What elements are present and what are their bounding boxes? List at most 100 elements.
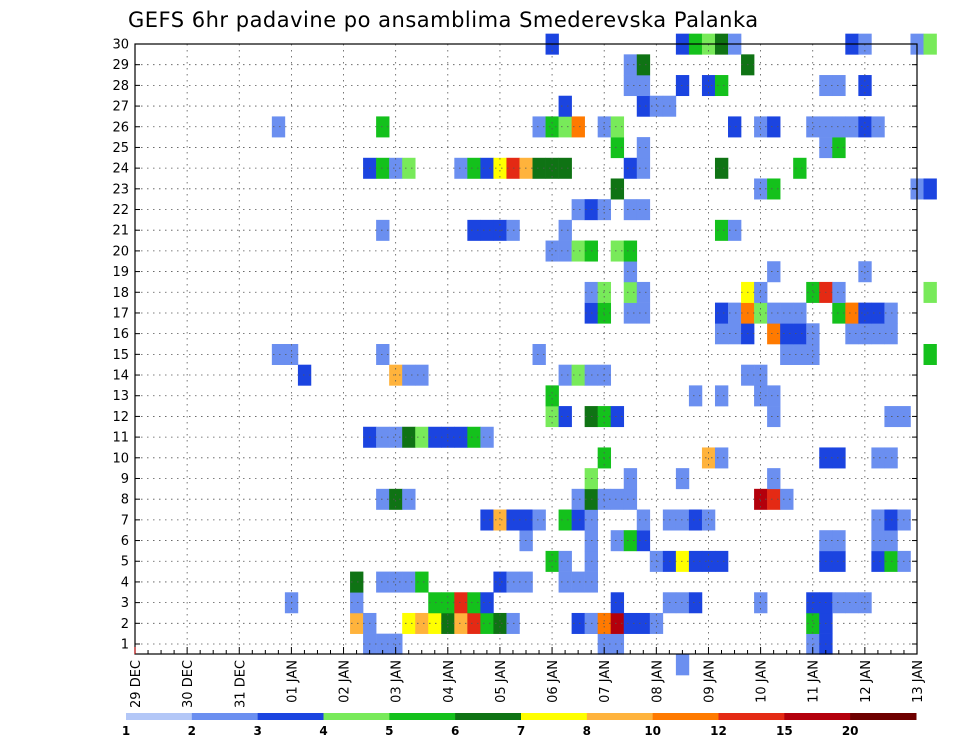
heatmap-cell	[376, 488, 390, 510]
y-tick-label: 27	[112, 100, 129, 115]
heatmap-cell	[454, 612, 468, 634]
heatmap-cell	[610, 592, 625, 614]
heatmap-cell	[780, 344, 794, 365]
heatmap-cell	[610, 633, 625, 655]
y-tick-label: 16	[112, 327, 129, 342]
heatmap-cell	[389, 571, 403, 593]
heatmap-cell	[767, 302, 781, 324]
heatmap-cell	[728, 323, 742, 345]
heatmap-cell	[871, 509, 885, 531]
y-tick-label: 22	[112, 203, 129, 218]
legend-swatch	[850, 713, 917, 720]
heatmap-cell	[376, 571, 390, 593]
heatmap-cell	[415, 571, 429, 593]
heatmap-cell	[714, 385, 729, 407]
heatmap-cell	[767, 488, 781, 510]
legend-label: 5	[385, 724, 393, 738]
heatmap-cell	[428, 612, 442, 634]
heatmap-cell	[545, 157, 559, 179]
heatmap-cell	[754, 385, 768, 407]
heatmap-cell	[532, 157, 546, 179]
y-tick-label: 1	[121, 638, 129, 653]
heatmap-cell	[675, 509, 690, 531]
heatmap-cell	[623, 488, 638, 510]
heatmap-cell	[636, 281, 651, 303]
heatmap-cell	[454, 157, 468, 179]
legend-label: 12	[710, 724, 727, 738]
heatmap-cell	[767, 323, 781, 345]
heatmap-cell	[376, 219, 390, 241]
x-tick-label: 29 DEC	[129, 660, 144, 708]
x-tick-label: 08 JAN	[650, 660, 665, 703]
heatmap-cell	[701, 509, 716, 531]
heatmap-cell	[493, 571, 507, 593]
heatmap-cell	[558, 364, 572, 386]
heatmap-cell	[636, 95, 651, 117]
heatmap-cell	[688, 509, 703, 531]
heatmap-cell	[714, 550, 729, 572]
y-tick-label: 12	[112, 410, 129, 425]
y-tick-label: 14	[112, 369, 129, 384]
heatmap-cell	[467, 426, 481, 448]
legend-label: 6	[451, 724, 459, 738]
heatmap-cell	[558, 240, 572, 262]
legend-label: 2	[188, 724, 196, 738]
legend-swatch	[389, 713, 456, 720]
heatmap-cell	[714, 323, 729, 345]
legend-swatch	[718, 713, 785, 720]
heatmap-cell	[832, 302, 846, 324]
heatmap-cell	[467, 219, 481, 241]
heatmap-cell	[623, 157, 638, 179]
heatmap-cell	[558, 406, 572, 428]
legend-label: 4	[319, 724, 327, 738]
y-tick-label: 17	[112, 306, 129, 321]
heatmap-cell	[923, 281, 937, 303]
heatmap-cell	[350, 612, 364, 634]
heatmap-cell	[623, 54, 638, 76]
heatmap-cell	[558, 509, 572, 531]
heatmap-cell	[558, 219, 572, 241]
heatmap-cell	[402, 571, 416, 593]
x-tick-label: 12 JAN	[859, 660, 874, 703]
heatmap-cell	[714, 302, 729, 324]
heatmap-cell	[571, 571, 585, 593]
heatmap-cell	[571, 612, 585, 634]
heatmap-cell	[649, 612, 664, 634]
heatmap-cell	[701, 75, 716, 97]
legend-label: 7	[517, 724, 525, 738]
heatmap-cell	[845, 116, 859, 138]
heatmap-cell	[806, 281, 820, 303]
heatmap-cell	[623, 261, 638, 283]
heatmap-cell	[558, 550, 572, 572]
heatmap-cell	[832, 281, 846, 303]
heatmap-cell	[845, 592, 859, 614]
heatmap-cell	[636, 302, 651, 324]
heatmap-cell	[714, 75, 729, 97]
heatmap-cell	[767, 468, 781, 490]
heatmap-cell	[610, 116, 625, 138]
heatmap-cell	[780, 488, 794, 510]
heatmap-cell	[402, 426, 416, 448]
legend-label: 8	[583, 724, 591, 738]
heatmap-cell	[558, 116, 572, 138]
y-tick-label: 19	[112, 265, 129, 280]
heatmap-cell	[636, 54, 651, 76]
heatmap-cell	[714, 157, 729, 179]
heatmap-cell	[271, 344, 286, 365]
heatmap-cell	[610, 530, 625, 552]
x-tick-label: 05 JAN	[494, 660, 509, 703]
heatmap-cell	[793, 157, 807, 179]
y-tick-label: 9	[121, 472, 129, 487]
heatmap-cell	[793, 302, 807, 324]
heatmap-cell	[389, 426, 403, 448]
heatmap-cell	[871, 302, 885, 324]
heatmap-cell	[754, 488, 768, 510]
heatmap-cell	[623, 468, 638, 490]
heatmap-cell	[480, 157, 494, 179]
heatmap-cell	[428, 592, 442, 614]
heatmap-cell	[558, 95, 572, 117]
legend-label: 1	[122, 724, 130, 738]
legend-label: 10	[644, 724, 661, 738]
y-tick-label: 8	[121, 493, 129, 508]
